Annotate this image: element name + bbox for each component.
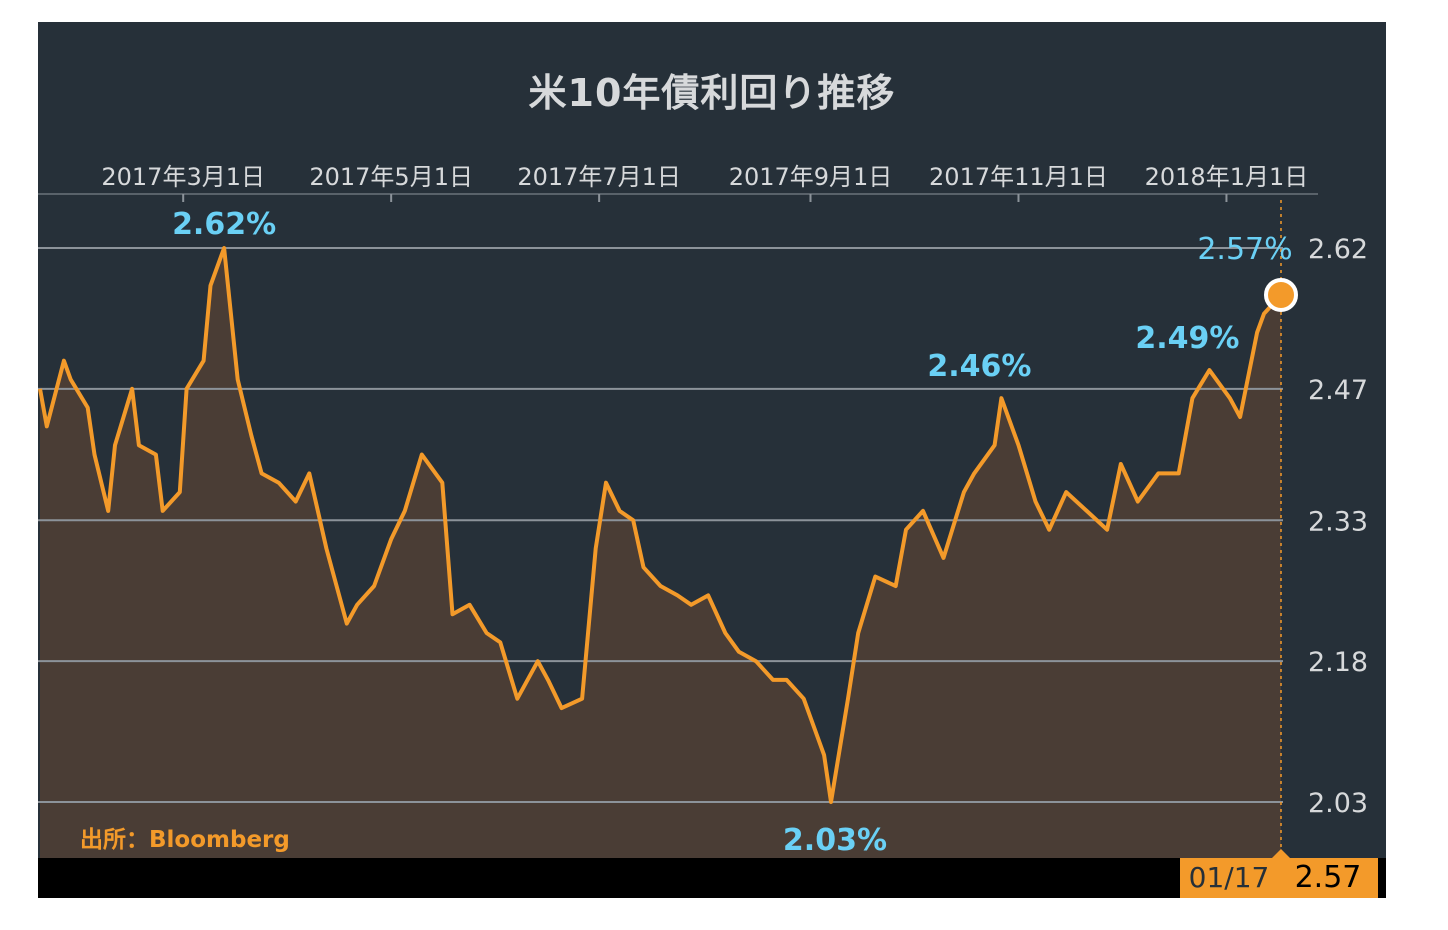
annotation-label: 2.49% — [1135, 321, 1239, 356]
current-marker — [1264, 277, 1298, 312]
x-tick-label: 2017年11月1日 — [929, 163, 1108, 191]
source-note: 出所：Bloomberg — [80, 827, 290, 853]
chart-title: 米10年債利回り推移 — [528, 71, 896, 115]
current-value-tag: 2.57 — [1278, 858, 1378, 898]
area-fill — [40, 248, 1281, 858]
x-tick-label: 2017年3月1日 — [101, 163, 265, 191]
x-tick-label: 2017年9月1日 — [729, 163, 893, 191]
x-tick-label: 2018年1月1日 — [1145, 163, 1309, 191]
chart-panel: 米10年債利回り推移 2017年3月1日 2017年5月1日 2017年7月1日 20… — [38, 22, 1386, 898]
y-tick-label: 2.47 — [1308, 375, 1368, 406]
current-date-tag: 01/17 — [1180, 858, 1278, 898]
annotation-label: 2.03% — [783, 823, 887, 858]
x-tick-label: 2017年5月1日 — [309, 163, 473, 191]
bottom-bar — [38, 858, 1386, 898]
annotation-label: 2.46% — [927, 349, 1031, 384]
x-tick-label: 2017年7月1日 — [517, 163, 681, 191]
y-tick-label: 2.18 — [1308, 647, 1368, 678]
y-tick-label: 2.62 — [1308, 234, 1368, 265]
series-line — [38, 246, 1283, 804]
plot-area: 2017年3月1日 2017年5月1日 2017年7月1日 2017年9月1日 2017… — [38, 163, 1368, 858]
annotation-label: 2.62% — [172, 207, 276, 242]
y-tick-label: 2.33 — [1308, 506, 1368, 537]
y-tick-label: 2.03 — [1308, 788, 1368, 819]
current-pointer — [1272, 849, 1290, 858]
annotation-label: 2.57% — [1197, 232, 1292, 267]
